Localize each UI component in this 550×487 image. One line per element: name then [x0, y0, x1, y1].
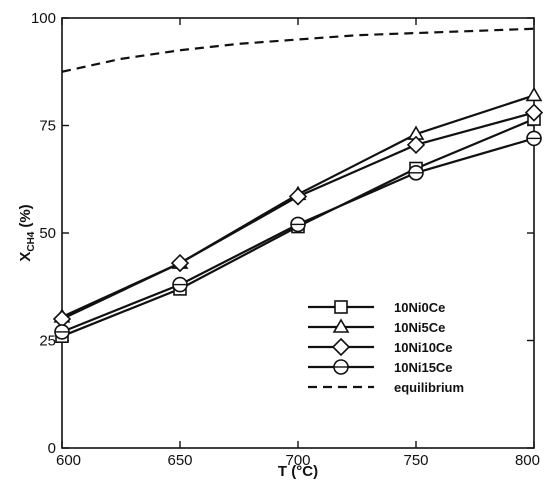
- axis-ticks: 600 650 700 750 800 0 25 50 75 100: [31, 10, 540, 469]
- legend-marker-10ni5ce: [332, 318, 350, 333]
- point-10ni5ce-800: [525, 86, 543, 102]
- y-axis-label-group: XCH4 (%): [17, 204, 37, 261]
- x-axis-label: T (°C): [278, 463, 318, 480]
- point-10ni10ce-700: [288, 187, 308, 206]
- point-10ni15ce-750: [408, 165, 424, 181]
- series-line-10ni5ce: [61, 94, 535, 318]
- x-tick-label-650: 650: [167, 452, 192, 469]
- legend: 10Ni0Ce 10Ni5Ce 10Ni10Ce 10Ni15Ce equilibriu…: [308, 300, 464, 395]
- y-tick-label-50: 50: [39, 225, 56, 242]
- legend-marker-10ni0ce: [334, 300, 348, 314]
- y-axis-label-main: X: [17, 252, 34, 262]
- point-10ni15ce-650: [172, 276, 188, 293]
- x-tick-label-700: 700: [285, 452, 310, 469]
- y-axis-label-subscript: CH4: [26, 231, 37, 251]
- point-10ni15ce-800: [526, 130, 542, 147]
- legend-label-10ni10ce: 10Ni10Ce: [394, 340, 453, 355]
- point-10ni10ce-650: [170, 253, 190, 273]
- point-10ni15ce-700: [290, 216, 306, 233]
- legend-label-10ni15ce: 10Ni15Ce: [394, 360, 453, 375]
- y-tick-label-75: 75: [39, 118, 56, 135]
- point-10ni10ce-800: [524, 103, 544, 122]
- point-10ni10ce-750: [406, 135, 426, 154]
- point-10ni15ce-600: [54, 324, 70, 340]
- legend-marker-10ni10ce: [331, 337, 351, 357]
- x-tick-label-750: 750: [403, 452, 428, 469]
- y-tick-label-100: 100: [31, 10, 56, 27]
- y-axis-label-unit: (%): [17, 204, 34, 227]
- legend-label-equilibrium: equilibrium: [394, 380, 464, 395]
- series-layer: [52, 27, 544, 344]
- y-axis-label: XCH4 (%): [17, 204, 37, 261]
- series-line-10ni10ce: [61, 111, 535, 320]
- legend-marker-10ni15ce: [333, 359, 349, 375]
- legend-label-10ni5ce: 10Ni5Ce: [394, 320, 445, 335]
- series-line-10ni15ce: [61, 137, 535, 333]
- legend-label-10ni0ce: 10Ni0Ce: [394, 300, 445, 315]
- x-tick-label-800: 800: [515, 452, 540, 469]
- x-tick-label-600: 600: [56, 452, 81, 469]
- series-line-equilibrium: [61, 27, 535, 73]
- y-tick-label-0: 0: [48, 440, 56, 457]
- y-tick-label-25: 25: [39, 333, 56, 350]
